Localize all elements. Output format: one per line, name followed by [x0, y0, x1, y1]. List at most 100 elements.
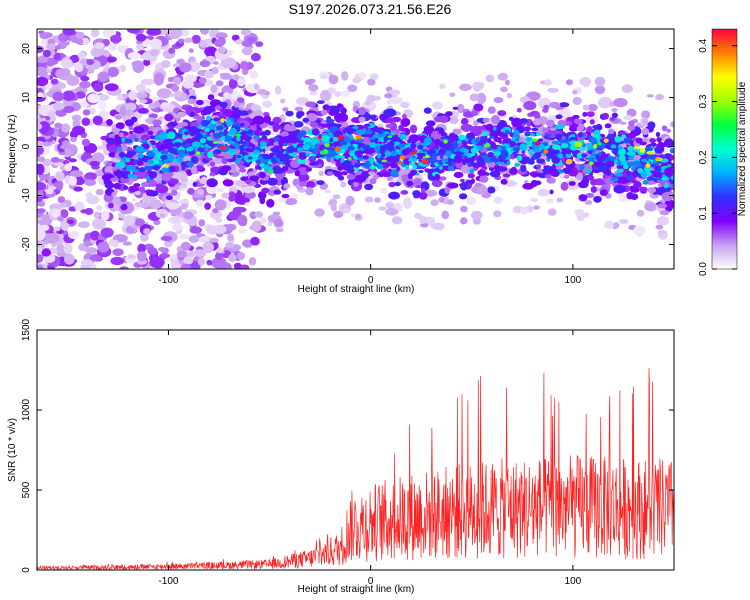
heatmap-cell — [670, 121, 674, 128]
heatmap-cell — [577, 132, 583, 138]
heatmap-cell — [500, 86, 508, 93]
heatmap-cell — [237, 214, 248, 226]
heatmap-cell — [119, 132, 124, 138]
heatmap-cell — [330, 204, 337, 212]
heatmap-cell — [272, 123, 281, 131]
heatmap-cell — [146, 29, 162, 36]
heatmap-cell — [498, 131, 505, 138]
heatmap-cell — [172, 63, 181, 68]
heatmap-cell — [268, 121, 275, 126]
heatmap-cell — [166, 131, 176, 140]
heatmap-cell — [173, 142, 183, 148]
heatmap-cell — [544, 79, 552, 86]
heatmap-cell — [37, 201, 46, 207]
heatmap-cell — [579, 77, 592, 86]
heatmap-cell — [414, 184, 422, 189]
heatmap-cell — [613, 184, 626, 194]
heatmap-cell — [604, 220, 614, 230]
colorbar-tick-label: 0.4 — [698, 38, 709, 52]
heatmap-cell — [118, 152, 126, 158]
heatmap-cell — [500, 149, 509, 159]
heatmap-cell — [566, 79, 573, 86]
heatmap-cell — [127, 254, 136, 259]
heatmap-cell — [263, 115, 272, 124]
heatmap-cell — [405, 165, 410, 170]
heatmap-cell — [490, 156, 496, 162]
spectrogram-ytick-label: -20 — [21, 237, 32, 252]
heatmap-cell — [195, 133, 203, 140]
heatmap-cell — [213, 224, 227, 234]
heatmap-cell — [549, 101, 561, 109]
heatmap-cell — [616, 165, 623, 169]
heatmap-cell — [477, 169, 487, 177]
heatmap-cell — [623, 115, 633, 121]
heatmap-cell — [180, 263, 192, 269]
heatmap-cell — [574, 208, 585, 217]
heatmap-cell — [585, 168, 591, 173]
heatmap-cell — [446, 199, 454, 205]
heatmap-cell — [122, 174, 129, 179]
heatmap-cell — [572, 96, 582, 106]
heatmap-cell — [311, 136, 320, 144]
heatmap-cell — [289, 136, 299, 144]
heatmap-cell — [45, 188, 54, 195]
heatmap-cell — [340, 107, 347, 115]
heatmap-cell — [378, 130, 383, 134]
heatmap-cell — [400, 101, 410, 109]
heatmap-cell — [633, 225, 646, 236]
heatmap-cell — [324, 142, 330, 148]
heatmap-cell — [164, 164, 169, 168]
heatmap-cell — [167, 121, 178, 127]
heatmap-cell — [430, 130, 442, 141]
heatmap-cell — [111, 127, 120, 133]
heatmap-cell — [128, 90, 137, 101]
heatmap-cell — [332, 194, 341, 200]
heatmap-cell — [262, 100, 273, 108]
heatmap-cell — [107, 66, 119, 78]
heatmap-cell — [519, 143, 528, 151]
heatmap-cell — [150, 49, 159, 57]
heatmap-cell — [640, 138, 649, 143]
heatmap-cell — [664, 199, 674, 210]
heatmap-cell — [563, 174, 570, 179]
heatmap-cell — [530, 198, 538, 202]
heatmap-cell — [133, 137, 139, 142]
colorbar: 0.0 0.1 0.2 0.3 0.4 Normalized spectral ampl… — [698, 28, 748, 276]
heatmap-cell — [37, 122, 43, 131]
heatmap-cell — [394, 181, 401, 187]
heatmap-cell — [251, 104, 260, 110]
snr-ytick-label: 1500 — [21, 318, 32, 341]
heatmap-cell — [117, 146, 122, 152]
heatmap-cell — [327, 87, 336, 94]
heatmap-cell — [424, 189, 438, 197]
heatmap-cell — [549, 189, 554, 195]
heatmap-cell — [137, 243, 146, 254]
heatmap-cell — [471, 210, 483, 220]
heatmap-cell — [138, 186, 146, 192]
heatmap-cell — [237, 110, 250, 116]
heatmap-cell — [605, 169, 612, 176]
heatmap-cell — [74, 201, 85, 212]
heatmap-cell — [216, 188, 224, 193]
heatmap-cell — [385, 123, 393, 128]
heatmap-cell — [198, 219, 206, 227]
heatmap-cell — [320, 74, 328, 80]
heatmap-cell — [176, 111, 187, 118]
heatmap-cell — [64, 148, 73, 157]
heatmap-cell — [430, 199, 439, 207]
heatmap-cell — [629, 187, 640, 193]
heatmap-cell — [469, 93, 479, 102]
heatmap-cell — [460, 117, 469, 126]
heatmap-cell — [493, 164, 500, 171]
heatmap-cell — [176, 149, 186, 154]
heatmap-cell — [154, 135, 161, 141]
heatmap-cell — [197, 125, 203, 129]
heatmap-cell — [364, 160, 371, 169]
heatmap-cell — [353, 136, 357, 140]
heatmap-cell — [195, 165, 204, 171]
heatmap-cell — [348, 157, 352, 161]
heatmap-cell — [176, 250, 188, 258]
heatmap-cell — [358, 72, 367, 79]
heatmap-cell — [381, 159, 388, 163]
